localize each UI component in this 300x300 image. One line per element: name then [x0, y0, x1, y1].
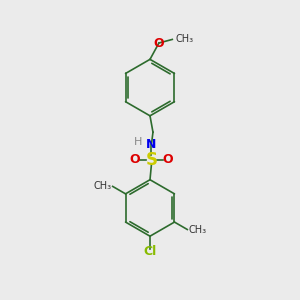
Text: Cl: Cl: [143, 245, 157, 258]
Text: O: O: [130, 153, 140, 166]
Text: H: H: [134, 137, 142, 147]
Text: N: N: [146, 138, 157, 151]
Text: O: O: [154, 37, 164, 50]
Text: CH₃: CH₃: [93, 182, 111, 191]
Text: CH₃: CH₃: [175, 34, 194, 44]
Text: O: O: [163, 153, 173, 166]
Text: CH₃: CH₃: [189, 224, 207, 235]
Text: S: S: [146, 151, 158, 169]
